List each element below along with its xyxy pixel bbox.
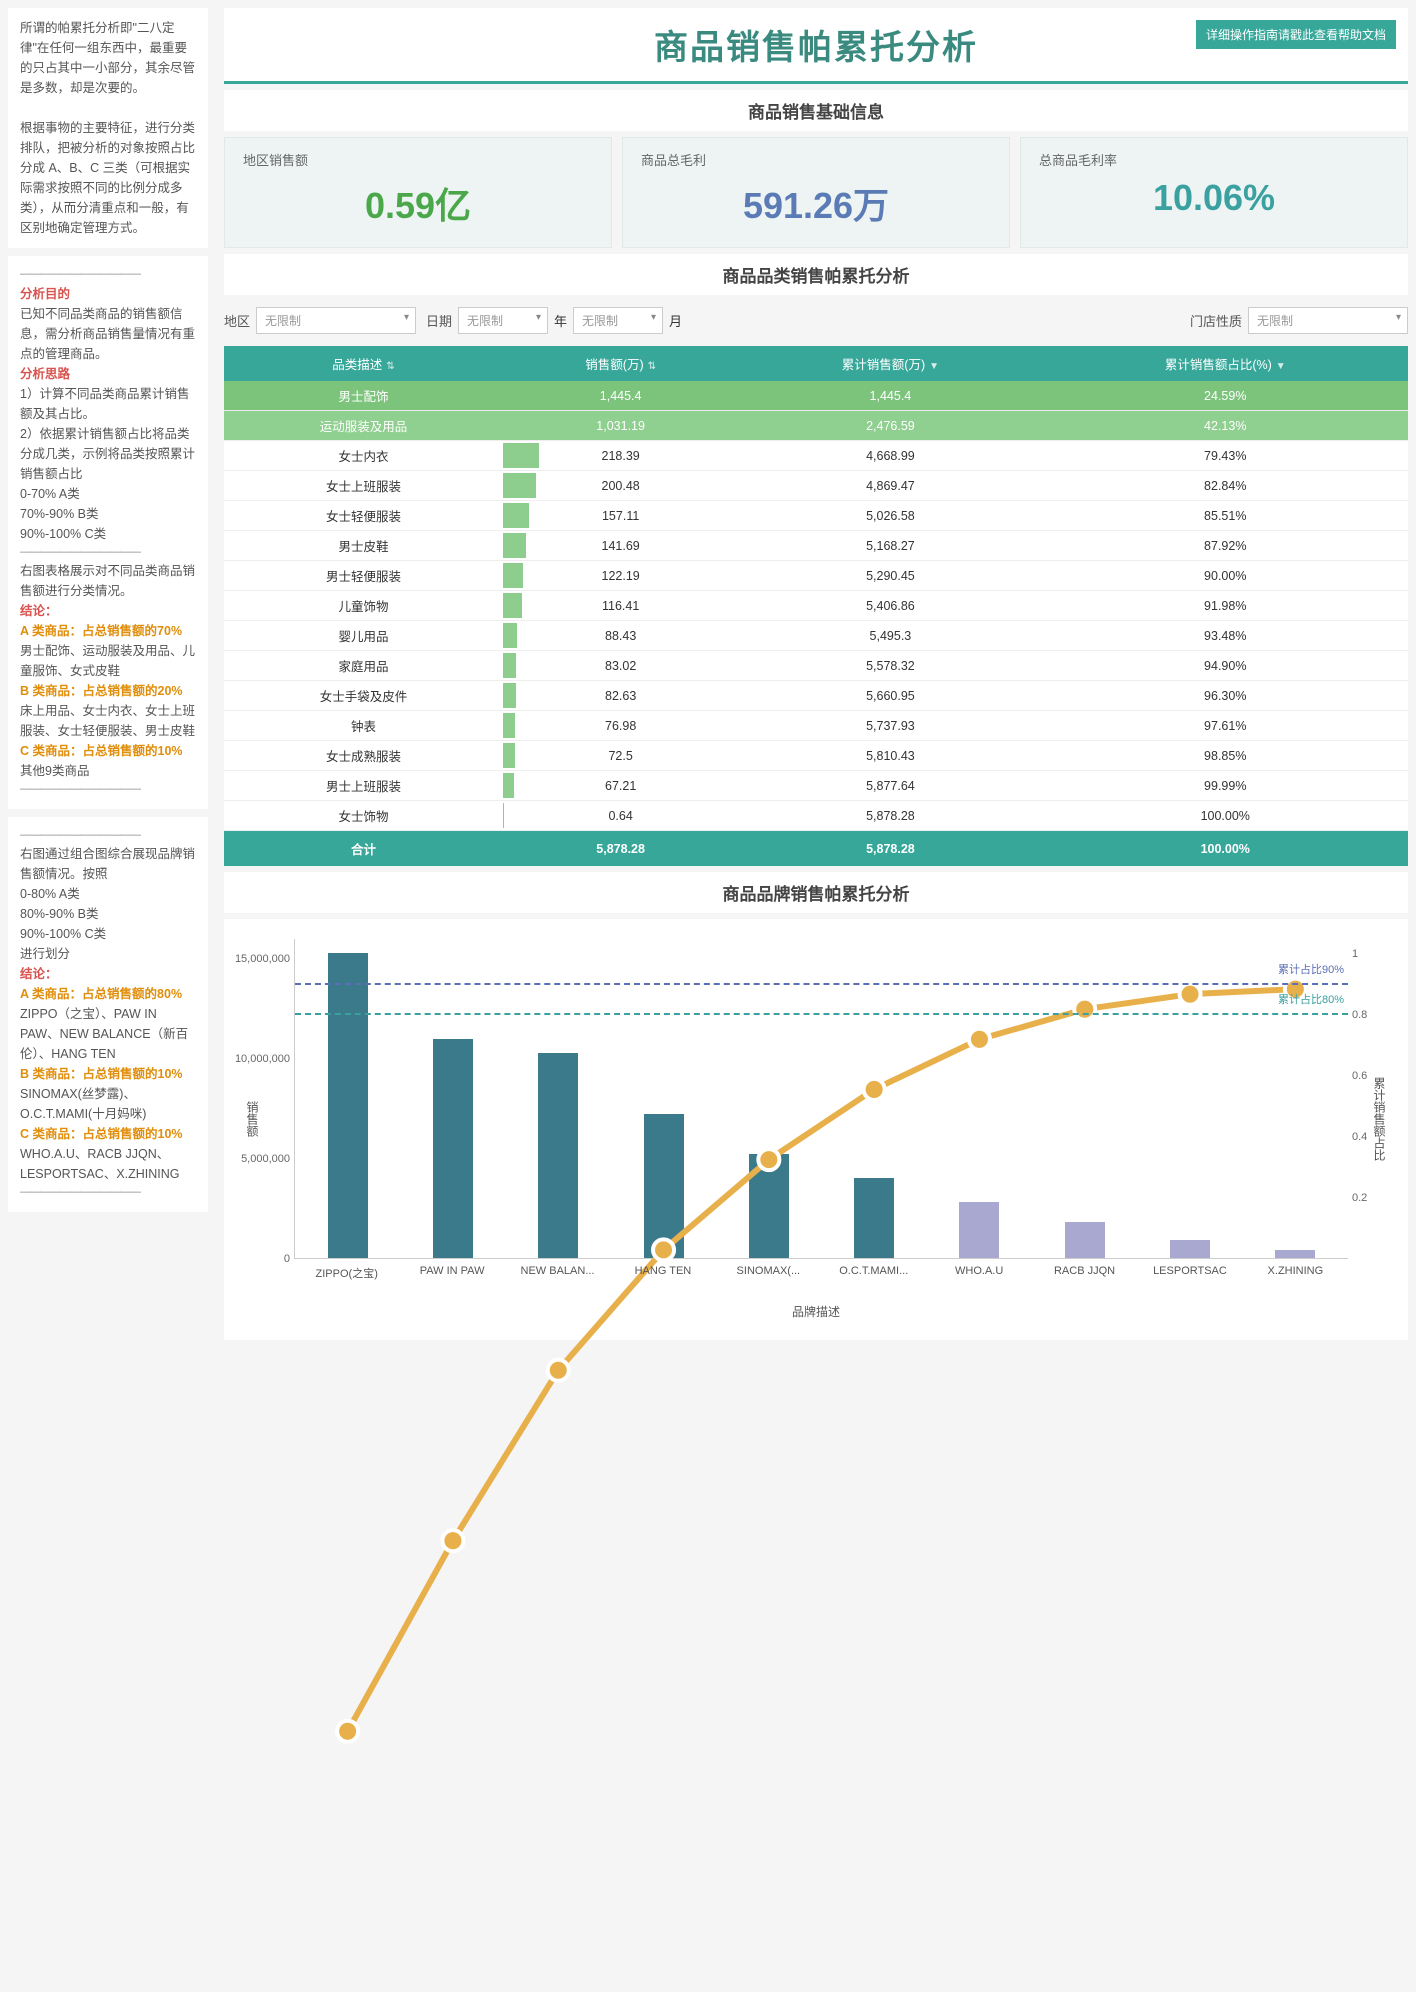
header: 商品销售帕累托分析 详细操作指南请戳此查看帮助文档 xyxy=(224,8,1408,84)
sidebar-intro-box: 所谓的帕累托分析即"二八定律"在任何一组东西中，最重要的只占其中一小部分，其余尽… xyxy=(8,8,208,248)
table-row[interactable]: 女士轻便服装157.115,026.5885.51% xyxy=(224,501,1408,531)
region-filter-label: 地区 xyxy=(224,311,250,330)
bar[interactable] xyxy=(716,939,821,1258)
bar[interactable] xyxy=(1032,939,1137,1258)
table-row[interactable]: 男士上班服装67.215,877.6499.99% xyxy=(224,771,1408,801)
bar[interactable] xyxy=(927,939,1032,1258)
kpi-region-sales: 地区销售额 0.59亿 xyxy=(224,137,612,248)
year-filter[interactable]: 无限制 xyxy=(458,307,548,334)
month-filter[interactable]: 无限制 xyxy=(573,307,663,334)
table-header[interactable]: 品类描述⇅ xyxy=(224,346,503,381)
x-axis-label: LESPORTSAC xyxy=(1137,1259,1242,1299)
x-axis-label: X.ZHINING xyxy=(1243,1259,1348,1299)
sidebar-brand-box: ———————————— 右图通过组合图综合展现品牌销售额情况。按照 0-80%… xyxy=(8,817,208,1212)
approach-heading: 分析思路 xyxy=(20,364,196,384)
table-row[interactable]: 家庭用品83.025,578.3294.90% xyxy=(224,651,1408,681)
bar[interactable] xyxy=(506,939,611,1258)
purpose-heading: 分析目的 xyxy=(20,284,196,304)
kpi-gross-profit: 商品总毛利 591.26万 xyxy=(622,137,1010,248)
store-filter[interactable]: 无限制 xyxy=(1248,307,1408,334)
bar[interactable] xyxy=(400,939,505,1258)
date-filter-label: 日期 xyxy=(426,311,452,330)
bar[interactable] xyxy=(295,939,400,1258)
x-axis-label: PAW IN PAW xyxy=(399,1259,504,1299)
x-axis-label: ZIPPO(之宝) xyxy=(294,1259,399,1299)
filters-row: 地区 无限制 日期 无限制 年 无限制 月 门店性质 无限制 xyxy=(224,301,1408,340)
table-row[interactable]: 女士手袋及皮件82.635,660.9596.30% xyxy=(224,681,1408,711)
x-axis-label: WHO.A.U xyxy=(926,1259,1031,1299)
table-header[interactable]: 销售额(万)⇅ xyxy=(503,346,738,381)
kpi-margin-rate: 总商品毛利率 10.06% xyxy=(1020,137,1408,248)
bar[interactable] xyxy=(1137,939,1242,1258)
category-section-title: 商品品类销售帕累托分析 xyxy=(224,254,1408,295)
intro-p2: 根据事物的主要特征，进行分类排队，把被分析的对象按照占比分成 A、B、C 三类（… xyxy=(20,118,196,238)
brand-section-title: 商品品牌销售帕累托分析 xyxy=(224,872,1408,913)
main-content: 商品销售帕累托分析 详细操作指南请戳此查看帮助文档 商品销售基础信息 地区销售额… xyxy=(216,0,1416,1348)
ref-line-label: 累计占比80% xyxy=(1278,991,1344,1007)
bar[interactable] xyxy=(821,939,926,1258)
table-row[interactable]: 女士成熟服装72.55,810.4398.85% xyxy=(224,741,1408,771)
kpi-section-title: 商品销售基础信息 xyxy=(224,90,1408,131)
bar[interactable] xyxy=(611,939,716,1258)
table-row[interactable]: 男士皮鞋141.695,168.2787.92% xyxy=(224,531,1408,561)
table-row[interactable]: 钟表76.985,737.9397.61% xyxy=(224,711,1408,741)
x-axis-label: SINOMAX(... xyxy=(716,1259,821,1299)
x-axis-label: O.C.T.MAMI... xyxy=(821,1259,926,1299)
x-axis-label: HANG TEN xyxy=(610,1259,715,1299)
table-header[interactable]: 累计销售额(万)▼ xyxy=(738,346,1042,381)
brand-chart: 销售额 累计销售额占比 05,000,00010,000,00015,000,0… xyxy=(224,919,1408,1340)
table-row[interactable]: 运动服装及用品1,031.192,476.5942.13% xyxy=(224,411,1408,441)
store-filter-label: 门店性质 xyxy=(1190,311,1242,330)
x-axis-label: NEW BALAN... xyxy=(505,1259,610,1299)
table-row[interactable]: 儿童饰物116.415,406.8691.98% xyxy=(224,591,1408,621)
table-row[interactable]: 婴儿用品88.435,495.393.48% xyxy=(224,621,1408,651)
sidebar: 所谓的帕累托分析即"二八定律"在任何一组东西中，最重要的只占其中一小部分，其余尽… xyxy=(0,0,216,1348)
table-row[interactable]: 男士轻便服装122.195,290.4590.00% xyxy=(224,561,1408,591)
help-button[interactable]: 详细操作指南请戳此查看帮助文档 xyxy=(1196,20,1396,49)
intro-p1: 所谓的帕累托分析即"二八定律"在任何一组东西中，最重要的只占其中一小部分，其余尽… xyxy=(20,18,196,98)
category-table: 品类描述⇅销售额(万)⇅累计销售额(万)▼累计销售额占比(%)▼ 男士配饰1,4… xyxy=(224,346,1408,866)
region-filter[interactable]: 无限制 xyxy=(256,307,416,334)
ref-line-label: 累计占比90% xyxy=(1278,961,1344,977)
table-header[interactable]: 累计销售额占比(%)▼ xyxy=(1043,346,1409,381)
table-row[interactable]: 男士配饰1,445.41,445.424.59% xyxy=(224,381,1408,411)
kpi-row: 地区销售额 0.59亿 商品总毛利 591.26万 总商品毛利率 10.06% xyxy=(224,137,1408,248)
bar[interactable] xyxy=(1243,939,1348,1258)
x-axis-label: RACB JJQN xyxy=(1032,1259,1137,1299)
table-row[interactable]: 女士饰物0.645,878.28100.00% xyxy=(224,801,1408,831)
table-row[interactable]: 女士内衣218.394,668.9979.43% xyxy=(224,441,1408,471)
table-row[interactable]: 女士上班服装200.484,869.4782.84% xyxy=(224,471,1408,501)
sidebar-analysis-box: ———————————— 分析目的 已知不同品类商品的销售额信息，需分析商品销售… xyxy=(8,256,208,809)
